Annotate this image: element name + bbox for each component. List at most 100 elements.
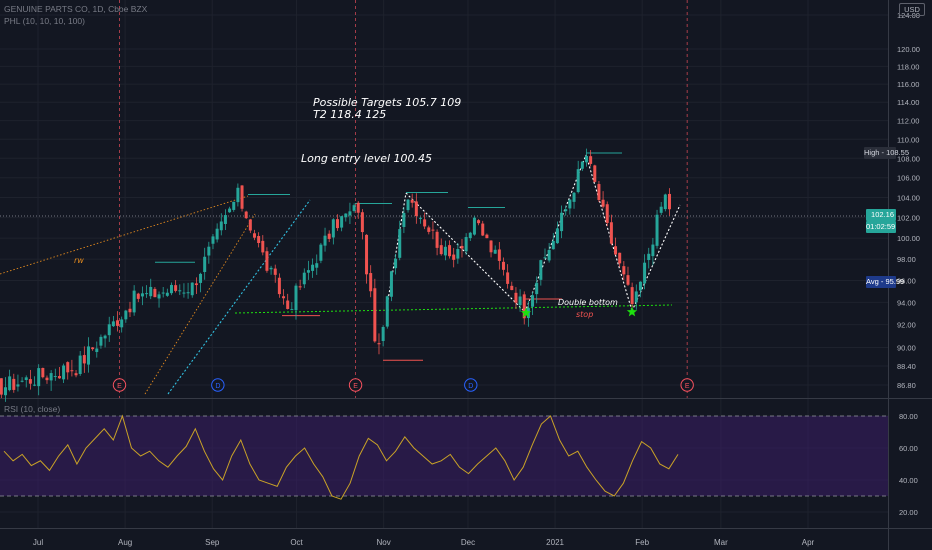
candle-body: [153, 288, 157, 298]
candle-body: [211, 236, 215, 244]
price-axis-tick: 94.00: [897, 298, 916, 307]
candle-body: [655, 214, 659, 246]
candle-body: [584, 155, 588, 163]
rsi-axis-tick: 80.00: [899, 412, 918, 421]
earnings-badge-icon: [348, 378, 363, 392]
time-axis-tick: Aug: [118, 538, 132, 547]
candle-body: [373, 288, 377, 342]
candle-body: [165, 292, 169, 296]
candle-body: [95, 348, 99, 353]
candle-body: [497, 249, 501, 261]
candle-body: [16, 384, 20, 387]
candle-body: [111, 321, 115, 327]
candle-body: [360, 212, 364, 233]
candle-body: [257, 236, 261, 244]
rsi-background-band: [0, 416, 888, 496]
candle-body: [601, 199, 605, 207]
time-axis-tick: Feb: [635, 538, 649, 547]
candle-body: [365, 234, 369, 275]
symbol-legend[interactable]: GENUINE PARTS CO, 1D, Cboe BZX: [4, 4, 148, 14]
price-axis-tick: 114.00: [897, 98, 919, 107]
indicator-legend[interactable]: PHL (10, 10, 10, 100): [4, 16, 85, 26]
candle-body: [132, 290, 136, 313]
candle-body: [128, 308, 132, 313]
pattern-line: [631, 204, 681, 312]
dividend-badge-icon: [464, 378, 478, 392]
candle-body: [522, 294, 526, 319]
candle-body: [514, 292, 518, 303]
candle-body: [66, 362, 70, 373]
candle-body: [86, 346, 90, 365]
earnings-badge-icon: [680, 378, 694, 392]
candle-body: [323, 235, 327, 246]
candle-body: [593, 165, 597, 182]
candle-body: [207, 246, 211, 256]
candle-body: [485, 234, 489, 239]
candle-body: [45, 377, 49, 381]
rsi-legend[interactable]: RSI (10, close): [4, 404, 61, 414]
candle-body: [319, 244, 323, 261]
price-axis-tick: 106.00: [897, 174, 920, 183]
candle-body: [435, 231, 439, 248]
candle-body: [630, 287, 634, 304]
candle-body: [439, 245, 443, 255]
candle-body: [667, 193, 671, 210]
price-axis-tick: 96.00: [897, 276, 916, 285]
candle-body: [161, 292, 165, 294]
candle-body: [493, 249, 497, 254]
candle-body: [124, 310, 128, 320]
candle-body: [394, 258, 398, 269]
candle-body: [464, 237, 468, 252]
candle-body: [456, 249, 460, 259]
time-axis-tick: Apr: [802, 538, 815, 547]
candle-body: [335, 219, 339, 229]
candle-body: [244, 211, 248, 219]
rsi-axis-tick: 40.00: [899, 476, 918, 485]
candle-body: [506, 272, 510, 284]
price-axis-tick: 102.00: [897, 214, 920, 223]
price-axis-tick: 120.00: [897, 45, 920, 54]
candle-body: [356, 202, 360, 213]
candle-body: [294, 285, 298, 311]
countdown-tag: 01:02:59: [866, 221, 896, 233]
candle-body: [182, 292, 186, 294]
candle-body: [33, 384, 37, 386]
candle-body: [232, 201, 236, 210]
candle-body: [136, 293, 140, 299]
candle-body: [352, 205, 356, 211]
candle-body: [236, 187, 240, 203]
high-price-tag: High - 108.55: [864, 147, 910, 159]
time-axis-tick: Jul: [33, 538, 43, 547]
candle-body: [481, 223, 485, 236]
price-axis-tick: 104.00: [897, 193, 920, 202]
candle-body: [169, 284, 173, 294]
dividend-badge-icon: [211, 378, 225, 392]
candle-body: [107, 324, 111, 336]
candle-body: [194, 283, 198, 286]
currency-label[interactable]: USD: [899, 3, 925, 16]
candle-body: [78, 355, 82, 374]
price-axis-tick: 88.40: [897, 362, 916, 371]
candle-body: [28, 379, 32, 384]
candle-body: [643, 262, 647, 284]
candle-body: [252, 233, 256, 238]
candle-body: [99, 336, 103, 346]
candle-body: [460, 245, 464, 249]
candle-body: [315, 263, 319, 268]
price-axis-tick: 92.00: [897, 321, 916, 330]
candle-body: [605, 204, 609, 223]
time-axis-tick: Dec: [461, 538, 475, 547]
candle-body: [510, 285, 514, 291]
event-badge-label: D: [468, 383, 473, 390]
candle-body: [70, 370, 74, 372]
candle-body: [414, 201, 418, 217]
candle-body: [580, 161, 584, 169]
earnings-badge-icon: [112, 378, 127, 392]
candle-body: [551, 241, 555, 250]
candle-body: [62, 365, 66, 380]
price-axis-tick: 100.00: [897, 234, 920, 243]
candle-body: [248, 219, 252, 231]
price-axis-tick: 118.00: [897, 62, 919, 71]
rsi-axis-tick: 60.00: [899, 444, 918, 453]
